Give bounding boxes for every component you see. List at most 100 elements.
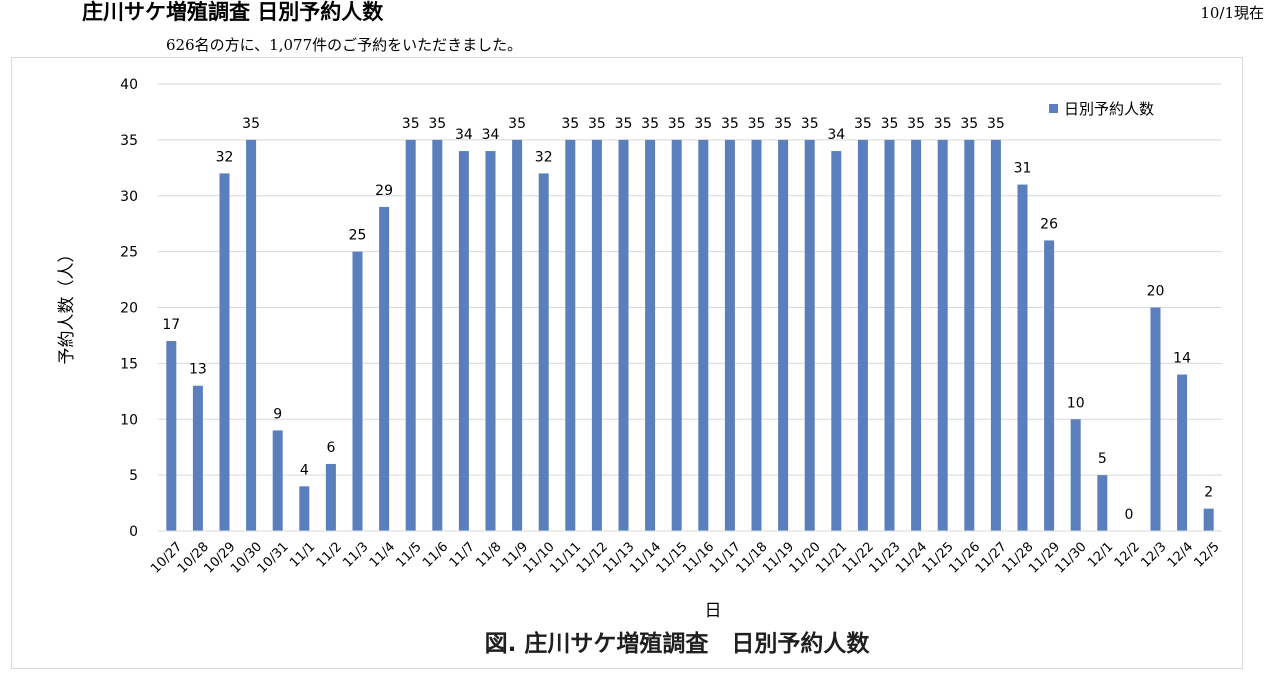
data-label: 35: [508, 116, 526, 132]
data-label: 13: [189, 362, 207, 378]
x-axis-label: 日: [705, 601, 722, 621]
data-label: 14: [1173, 351, 1191, 367]
data-label: 32: [535, 149, 553, 165]
y-tick-label: 20: [120, 301, 138, 317]
data-label: 26: [1040, 216, 1058, 232]
data-label: 35: [694, 116, 712, 132]
bar: [1070, 419, 1081, 531]
grid-lines: [158, 83, 1222, 476]
data-label: 10: [1067, 395, 1085, 411]
legend-swatch: [1049, 104, 1058, 113]
data-label: 9: [273, 406, 282, 422]
x-tick-label: 11/4: [367, 539, 398, 570]
bar: [1177, 374, 1188, 531]
bar: [219, 173, 230, 531]
bar: [485, 151, 496, 532]
x-tick-label: 11/7: [447, 539, 478, 570]
bars: [166, 139, 1214, 532]
data-label: 6: [326, 440, 335, 456]
data-label: 35: [615, 116, 633, 132]
bar: [671, 139, 682, 531]
bar: [272, 430, 283, 531]
bar: [512, 139, 523, 531]
data-label: 35: [960, 116, 978, 132]
bar: [1203, 508, 1214, 531]
data-label: 35: [402, 116, 420, 132]
bar: [458, 151, 469, 532]
x-tick-label: 11/6: [420, 539, 451, 570]
legend: 日別予約人数: [1049, 100, 1154, 118]
page-title: 庄川サケ増殖調査 日別予約人数: [82, 0, 384, 24]
data-label: 35: [987, 116, 1005, 132]
y-tick-label: 30: [120, 189, 138, 205]
chart-frame: 0 5 10 15 20 25 30 35 40 17 13 32 35 9 4 6 25 29 35 35 34 34…: [11, 57, 1243, 669]
data-label: 35: [774, 116, 792, 132]
y-tick-label: 10: [120, 412, 138, 428]
bar: [964, 139, 975, 531]
legend-label: 日別予約人数: [1064, 100, 1154, 118]
bar: [591, 139, 602, 531]
data-label: 35: [907, 116, 925, 132]
bar: [352, 251, 363, 531]
data-label: 35: [881, 116, 899, 132]
bar: [698, 139, 709, 531]
bar: [778, 139, 789, 531]
data-label: 35: [588, 116, 606, 132]
y-axis-ticks: 0 5 10 15 20 25 30 35 40: [120, 77, 138, 540]
bar: [405, 139, 416, 531]
y-tick-label: 35: [120, 133, 138, 149]
x-tick-label: 11/8: [473, 539, 504, 570]
bar: [432, 139, 443, 531]
y-tick-label: 25: [120, 245, 138, 261]
data-label: 34: [455, 127, 473, 143]
x-tick-label: 10/31: [255, 539, 292, 576]
bar: [1017, 184, 1028, 531]
x-tick-label: 12/5: [1191, 539, 1222, 570]
data-label: 4: [300, 462, 309, 478]
bar: [166, 341, 177, 531]
bar: [990, 139, 1001, 531]
data-label: 35: [641, 116, 659, 132]
data-label: 31: [1014, 161, 1032, 177]
data-label: 2: [1204, 485, 1213, 501]
as-of-date: 10/1現在: [1200, 4, 1264, 22]
data-label: 17: [162, 317, 180, 333]
y-tick-label: 40: [120, 77, 138, 93]
bar: [857, 139, 868, 531]
x-tick-label: 12/1: [1085, 539, 1116, 570]
bar: [379, 206, 390, 532]
bar: [911, 139, 922, 531]
data-label: 20: [1147, 284, 1165, 300]
data-label: 32: [216, 149, 234, 165]
x-tick-label: 11/5: [393, 539, 424, 570]
data-label: 34: [482, 127, 500, 143]
bar: [565, 139, 576, 531]
y-tick-label: 0: [129, 524, 138, 540]
data-label: 35: [668, 116, 686, 132]
bar: [246, 139, 257, 531]
data-label: 35: [428, 116, 446, 132]
x-axis-ticks: 10/2710/2810/2910/3010/3111/111/211/311/…: [148, 539, 1223, 576]
reservation-summary: 626名の方に、1,077件のご予約をいただきました。: [166, 36, 523, 54]
y-tick-label: 15: [120, 356, 138, 372]
x-tick-label: 12/2: [1112, 539, 1143, 570]
data-label: 35: [242, 116, 260, 132]
y-tick-label: 5: [129, 468, 138, 484]
figure-caption: 図. 庄川サケ増殖調査 日別予約人数: [485, 630, 871, 657]
data-label: 35: [748, 116, 766, 132]
data-label: 34: [827, 127, 845, 143]
bar: [937, 139, 948, 531]
x-tick-label: 11/3: [340, 539, 371, 570]
bar: [192, 385, 203, 531]
bar: [724, 139, 735, 531]
bar: [804, 139, 815, 531]
bar: [884, 139, 895, 531]
data-label: 5: [1098, 451, 1107, 467]
data-label: 35: [854, 116, 872, 132]
bar: [645, 139, 656, 531]
bar: [1150, 307, 1161, 531]
bar: [325, 463, 336, 531]
data-label: 35: [801, 116, 819, 132]
bar: [1097, 475, 1108, 531]
